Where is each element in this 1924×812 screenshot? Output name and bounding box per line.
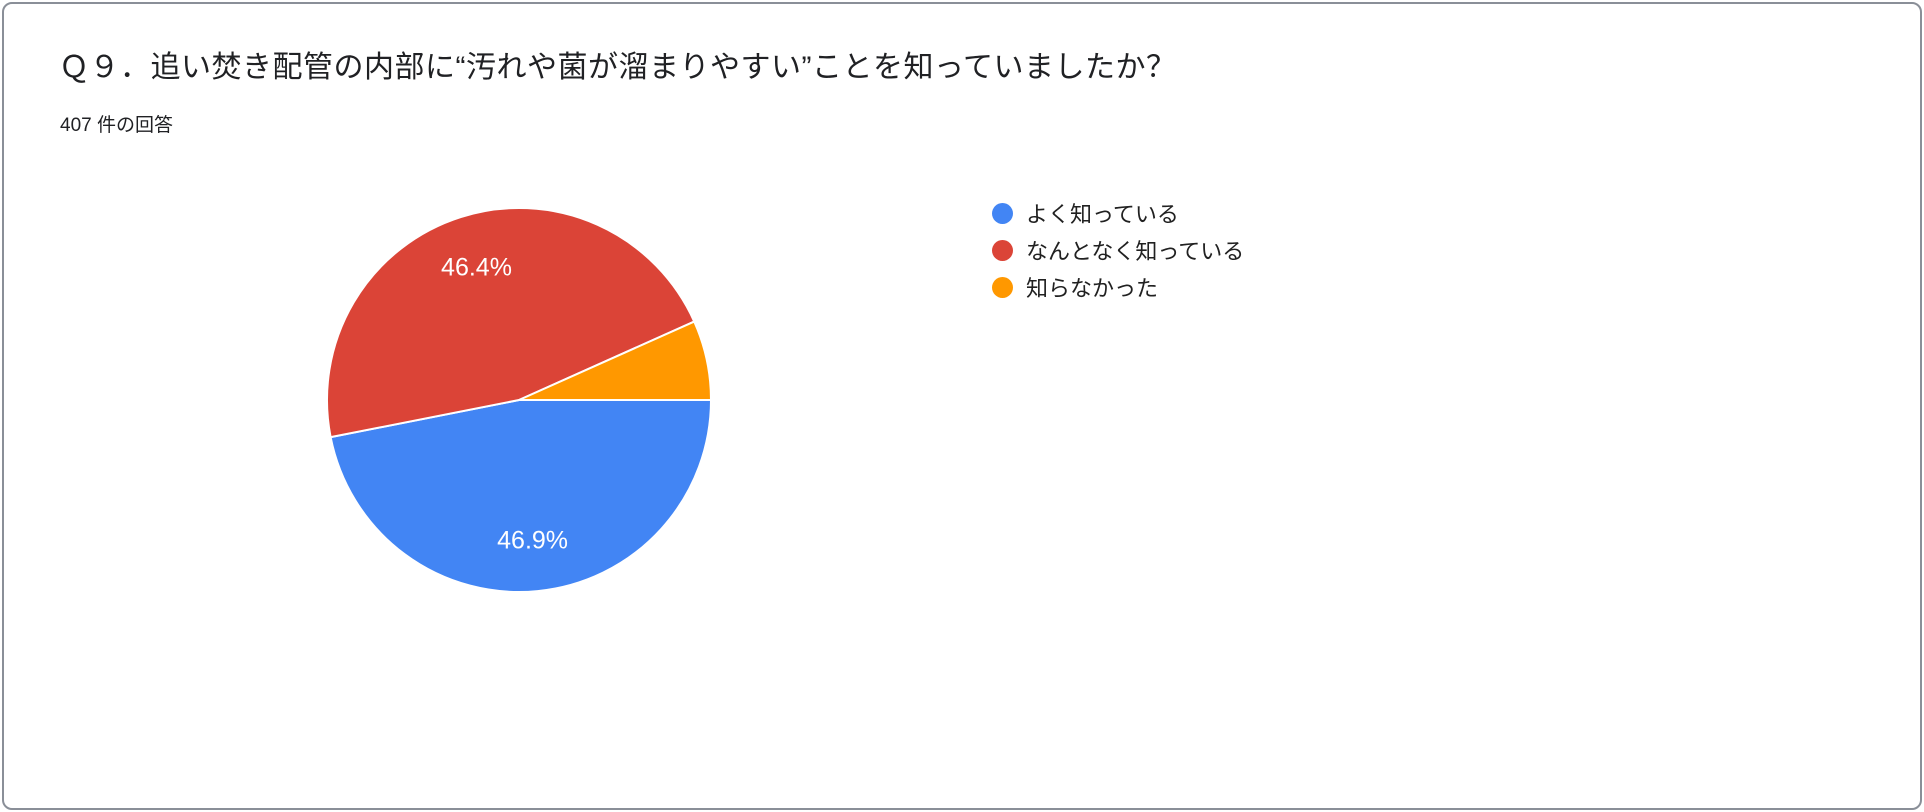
legend-dot-icon [992,202,1013,224]
legend-item-label: なんとなく知っている [1026,239,1245,264]
chart-legend: よく知っている なんとなく知っている 知らなかった [992,201,1244,312]
pie-chart: 46.9% 46.4% [323,204,715,596]
legend-item-label: よく知っている [1026,202,1179,227]
pie-slice-label-1: 46.4% [441,253,512,281]
pie-slice-0 [329,399,712,593]
response-count: 407 件の回答 [60,115,173,136]
pie-slice-label-0: 46.9% [497,527,568,555]
pie-slice-2 [518,320,712,401]
pie-slice-1 [326,207,696,439]
pie-chart-svg: 46.9% 46.4% [326,207,712,593]
legend-item: よく知っている [992,201,1244,227]
legend-dot-icon [992,239,1013,261]
legend-item-label: 知らなかった [1026,276,1159,301]
legend-dot-icon [992,276,1013,298]
legend-item: 知らなかった [992,275,1244,301]
legend-item: なんとなく知っている [992,238,1244,264]
question-title: Ｑ９．追い焚き配管の内部に“汚れや菌が溜まりやすい”ことを知っていましたか？ [59,51,1177,84]
